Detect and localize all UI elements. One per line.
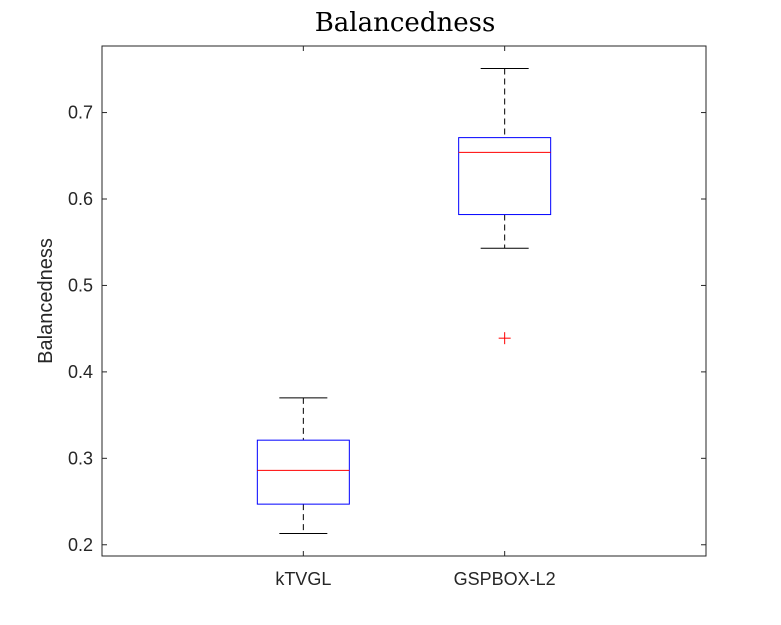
y-tick-label: 0.6 <box>68 189 93 209</box>
interquartile-box <box>256 439 350 505</box>
y-tick-label: 0.4 <box>68 362 93 382</box>
interquartile-box <box>458 137 552 216</box>
x-tick-label: GSPBOX-L2 <box>454 569 556 589</box>
box-ktvgl <box>256 397 350 535</box>
box-gspbox-l2 <box>458 67 552 345</box>
y-tick-label: 0.5 <box>68 275 93 295</box>
boxes-group <box>256 67 552 535</box>
y-axis-label: Balancedness <box>35 238 57 364</box>
y-tick-label: 0.7 <box>68 103 93 123</box>
plot-area-frame <box>101 45 707 557</box>
y-axis: 0.2 0.3 0.4 0.5 0.6 0.7 <box>68 103 706 555</box>
y-tick-label: 0.2 <box>68 535 93 555</box>
x-tick-label: kTVGL <box>275 569 331 589</box>
chart-title: Balancedness <box>315 8 496 38</box>
outlier-marker <box>498 332 511 345</box>
x-axis: kTVGL GSPBOX-L2 <box>275 46 556 589</box>
y-tick-label: 0.3 <box>68 448 93 468</box>
